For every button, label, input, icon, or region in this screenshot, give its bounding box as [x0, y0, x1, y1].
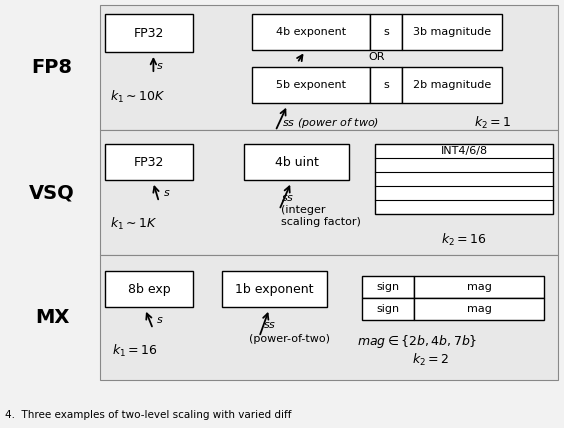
Text: sign: sign: [376, 282, 399, 292]
Text: (integer: (integer: [281, 205, 326, 215]
Text: 2b magnitude: 2b magnitude: [413, 80, 491, 90]
Bar: [362, 298, 414, 320]
Text: scaling factor): scaling factor): [281, 217, 361, 227]
Text: VSQ: VSQ: [29, 183, 75, 202]
Text: sign: sign: [376, 304, 399, 314]
Text: $k_2 = 1$: $k_2 = 1$: [474, 115, 511, 131]
Text: mag: mag: [466, 282, 491, 292]
Text: $mag \in \{2b, 4b, 7b\}$: $mag \in \{2b, 4b, 7b\}$: [357, 333, 478, 351]
Bar: [375, 144, 553, 214]
Text: mag: mag: [466, 304, 491, 314]
Text: FP32: FP32: [134, 27, 164, 39]
Text: $k_1{\sim}10K$: $k_1{\sim}10K$: [110, 89, 165, 105]
Bar: [222, 271, 327, 307]
Text: s: s: [383, 80, 389, 90]
Bar: [362, 276, 414, 298]
Text: MX: MX: [35, 308, 69, 327]
Text: $ss$ (power of two): $ss$ (power of two): [283, 116, 380, 130]
Text: (power-of-two): (power-of-two): [249, 334, 331, 344]
Text: $k_2 = 16$: $k_2 = 16$: [441, 232, 487, 248]
Text: $s$: $s$: [156, 315, 164, 325]
Bar: [105, 271, 193, 307]
Text: 3b magnitude: 3b magnitude: [413, 27, 491, 37]
Bar: [105, 144, 193, 180]
Bar: [252, 14, 370, 50]
Text: $k_1 = 16$: $k_1 = 16$: [112, 343, 157, 359]
Text: $k_2 = 2$: $k_2 = 2$: [412, 352, 449, 368]
Text: 1b exponent: 1b exponent: [235, 282, 314, 295]
Bar: [414, 276, 544, 298]
Text: $ss$: $ss$: [281, 193, 294, 203]
Text: INT4/6/8: INT4/6/8: [440, 146, 487, 156]
Text: s: s: [383, 27, 389, 37]
Bar: [370, 67, 402, 103]
Bar: [402, 14, 502, 50]
Bar: [100, 130, 558, 255]
Bar: [100, 5, 558, 130]
Text: 5b exponent: 5b exponent: [276, 80, 346, 90]
Text: OR: OR: [369, 52, 385, 62]
Text: $s$: $s$: [163, 188, 170, 198]
Text: FP32: FP32: [134, 155, 164, 169]
Bar: [414, 298, 544, 320]
Bar: [252, 67, 370, 103]
Text: $s$: $s$: [156, 61, 164, 71]
Text: $k_1{\sim}1K$: $k_1{\sim}1K$: [110, 216, 157, 232]
Bar: [105, 14, 193, 52]
Bar: [100, 255, 558, 380]
Text: 4b uint: 4b uint: [275, 155, 319, 169]
Bar: [244, 144, 349, 180]
Text: 4.  Three examples of two-level scaling with varied diff: 4. Three examples of two-level scaling w…: [5, 410, 292, 420]
Bar: [402, 67, 502, 103]
Text: $ss$: $ss$: [263, 320, 276, 330]
Text: 8b exp: 8b exp: [127, 282, 170, 295]
Bar: [370, 14, 402, 50]
Text: 4b exponent: 4b exponent: [276, 27, 346, 37]
Text: FP8: FP8: [32, 58, 73, 77]
